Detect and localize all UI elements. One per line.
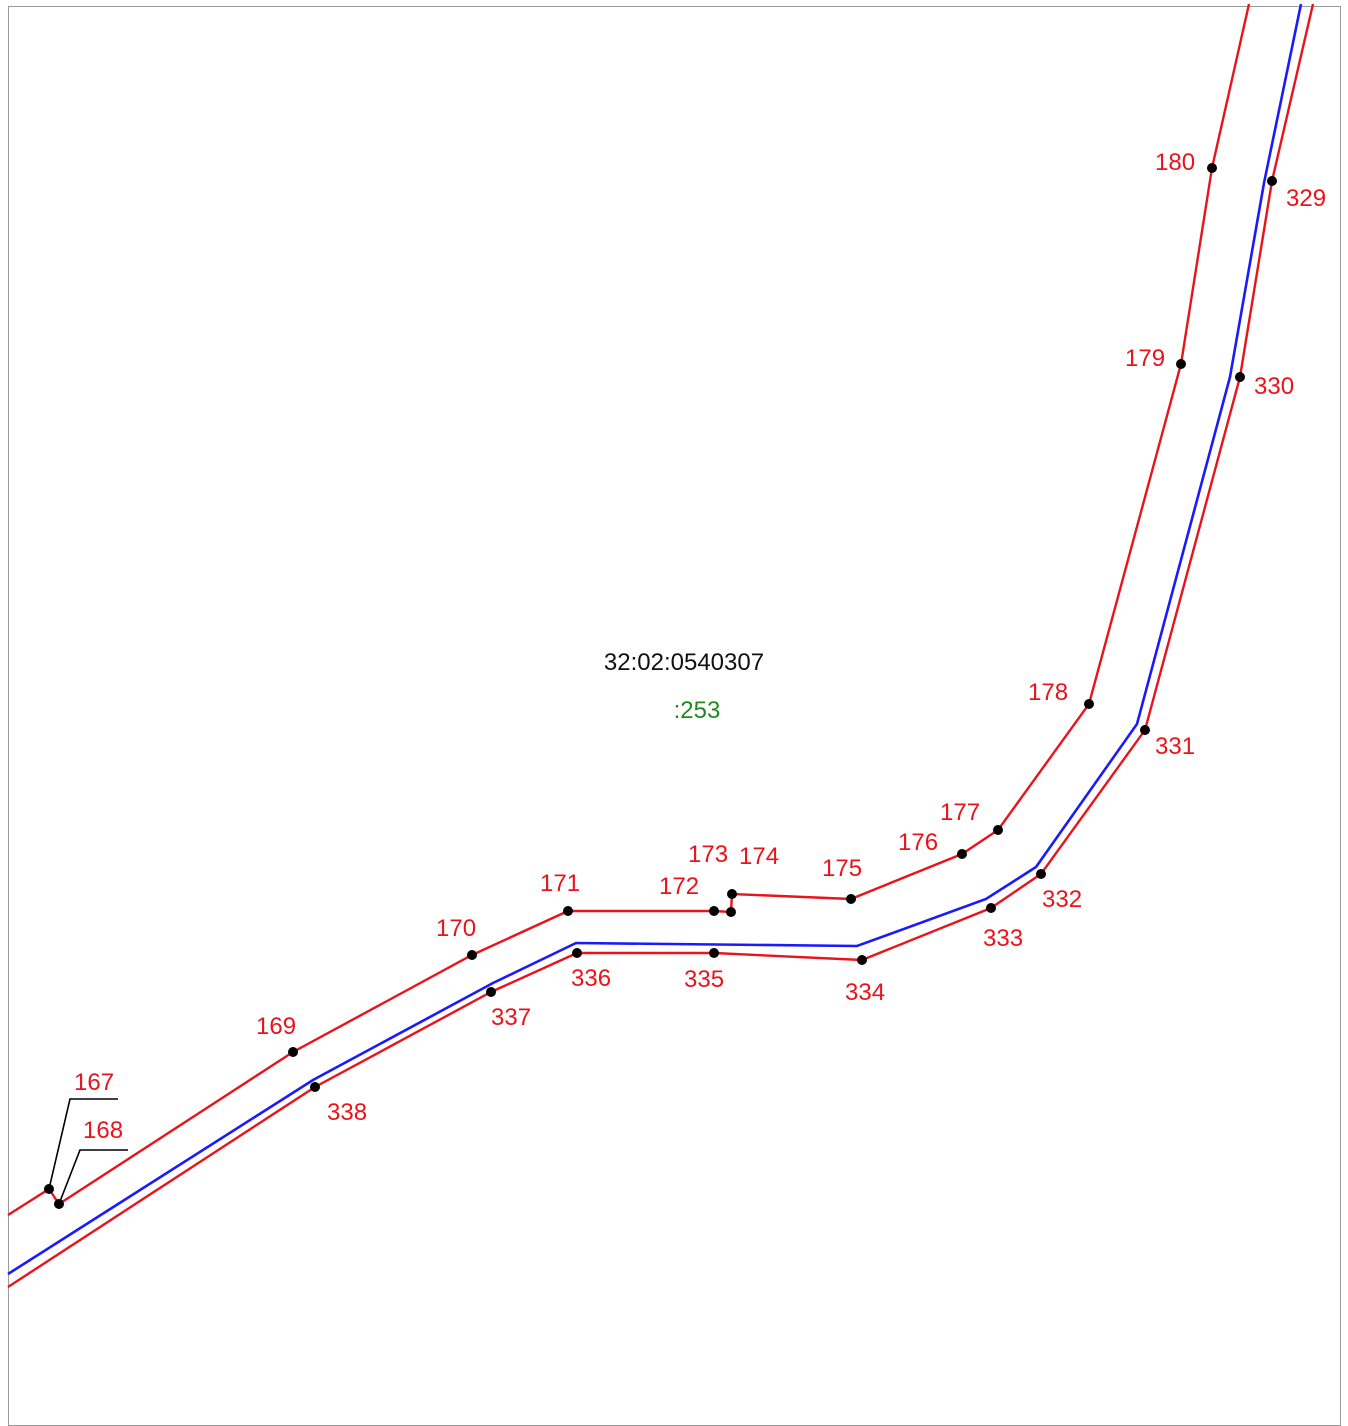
boundary-line-north (7, 3, 1251, 1217)
point-label-179: 179 (1125, 345, 1165, 372)
boundary-point-169 (288, 1047, 298, 1057)
boundary-point-167 (44, 1184, 54, 1194)
point-label-175: 175 (822, 855, 862, 882)
boundary-point-172 (709, 906, 719, 916)
boundary-point-173 (726, 907, 736, 917)
boundary-point-174 (727, 889, 737, 899)
point-label-337: 337 (491, 1004, 531, 1031)
boundary-point-180 (1207, 163, 1217, 173)
point-label-336: 336 (571, 965, 611, 992)
boundary-point-176 (957, 849, 967, 859)
boundary-point-336 (572, 948, 582, 958)
point-label-172: 172 (659, 873, 699, 900)
points-layer (44, 163, 1277, 1209)
point-label-178: 178 (1028, 679, 1068, 706)
point-label-177: 177 (940, 799, 980, 826)
boundary-point-179 (1176, 359, 1186, 369)
boundary-point-332 (1036, 869, 1046, 879)
leader-line-167 (48, 1098, 118, 1190)
point-label-330: 330 (1254, 373, 1294, 400)
boundary-point-178 (1084, 699, 1094, 709)
lines-layer (7, 3, 1315, 1289)
boundary-line-south (7, 3, 1315, 1289)
point-label-334: 334 (845, 979, 885, 1006)
boundary-point-335 (709, 948, 719, 958)
boundary-point-333 (986, 903, 996, 913)
point-label-180: 180 (1155, 149, 1195, 176)
boundary-point-175 (846, 894, 856, 904)
point-label-333: 333 (983, 925, 1023, 952)
point-label-332: 332 (1042, 886, 1082, 913)
point-label-169: 169 (256, 1013, 296, 1040)
boundary-point-329 (1267, 176, 1277, 186)
boundary-point-170 (467, 950, 477, 960)
boundary-point-334 (857, 955, 867, 965)
point-label-170: 170 (436, 915, 476, 942)
boundary-point-331 (1140, 725, 1150, 735)
parcel-number-label: :253 (674, 697, 721, 724)
point-label-329: 329 (1286, 185, 1326, 212)
point-label-171: 171 (540, 870, 580, 897)
road-axis-line (7, 3, 1303, 1276)
leader-line-168 (58, 1149, 128, 1205)
point-label-167: 167 (74, 1069, 114, 1096)
quarter-number-label: 32:02:0540307 (604, 649, 764, 676)
boundary-point-168 (54, 1199, 64, 1209)
point-label-331: 331 (1155, 733, 1195, 760)
labels-layer: 32:02:0540307 :253 167 168 169 170 171 172 173… (74, 149, 1326, 1144)
boundary-point-330 (1235, 372, 1245, 382)
point-label-168: 168 (83, 1117, 123, 1144)
map-frame (8, 6, 1341, 1426)
point-label-338: 338 (327, 1099, 367, 1126)
boundary-point-338 (310, 1082, 320, 1092)
boundary-point-337 (486, 987, 496, 997)
boundary-point-171 (563, 906, 573, 916)
point-label-176: 176 (898, 829, 938, 856)
point-label-173: 173 (688, 841, 728, 868)
point-label-335: 335 (684, 966, 724, 993)
boundary-point-177 (993, 825, 1003, 835)
point-label-174: 174 (739, 843, 779, 870)
